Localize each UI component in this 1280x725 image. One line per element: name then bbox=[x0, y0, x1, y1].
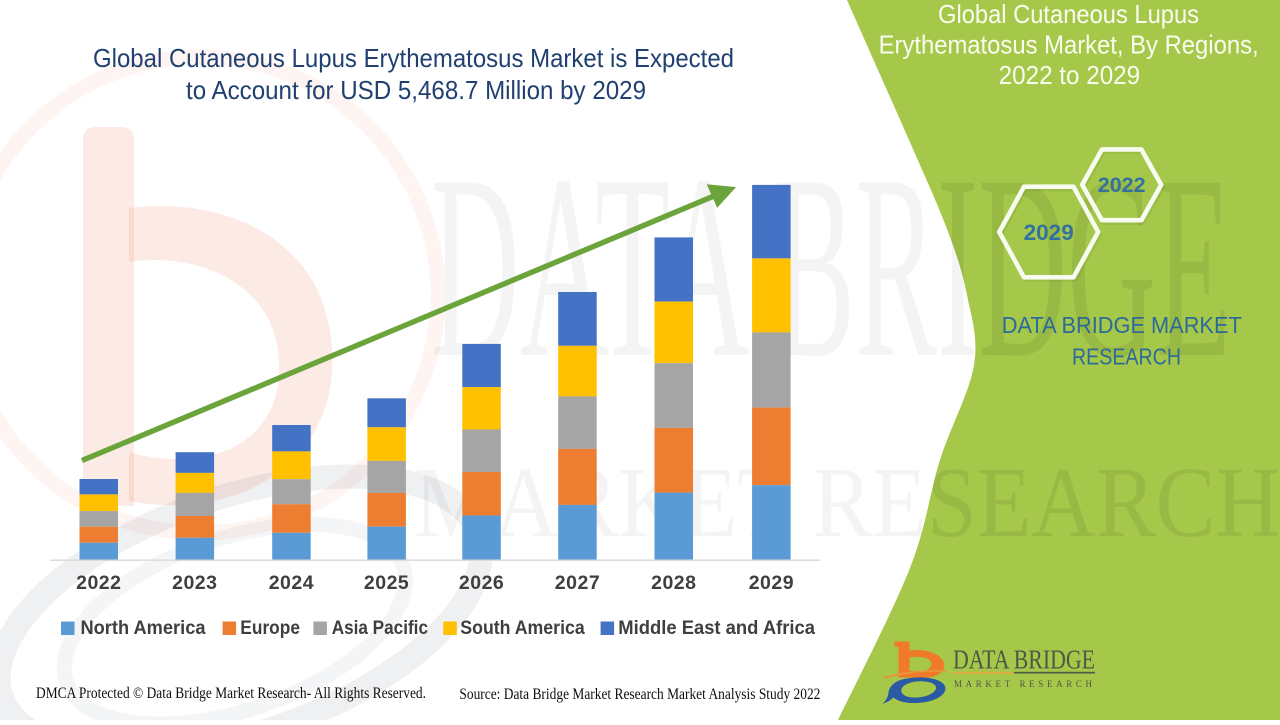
svg-text:South America: South America bbox=[460, 617, 585, 639]
svg-text:2022: 2022 bbox=[1098, 173, 1146, 197]
svg-text:2022 to 2029: 2022 to 2029 bbox=[999, 60, 1141, 90]
svg-text:2023: 2023 bbox=[172, 572, 217, 594]
svg-text:2028: 2028 bbox=[651, 572, 696, 594]
svg-text:2029: 2029 bbox=[749, 572, 794, 594]
svg-text:DATA BRIDGE MARKET: DATA BRIDGE MARKET bbox=[1002, 312, 1242, 338]
svg-text:2022: 2022 bbox=[76, 572, 121, 594]
svg-text:DATA BRIDGE: DATA BRIDGE bbox=[953, 645, 1095, 675]
svg-text:2026: 2026 bbox=[459, 572, 504, 594]
svg-text:RESEARCH: RESEARCH bbox=[1072, 344, 1181, 370]
svg-text:2029: 2029 bbox=[1024, 220, 1074, 245]
svg-text:2027: 2027 bbox=[555, 572, 600, 594]
svg-text:Global Cutaneous Lupus: Global Cutaneous Lupus bbox=[938, 0, 1199, 29]
svg-text:Europe: Europe bbox=[240, 617, 300, 639]
svg-text:DMCA Protected © Data Bridge M: DMCA Protected © Data Bridge Market Rese… bbox=[36, 685, 426, 702]
svg-text:Erythematosus Market, By Regio: Erythematosus Market, By Regions, bbox=[879, 30, 1259, 60]
svg-text:to Account for USD 5,468.7 Mil: to Account for USD 5,468.7 Million by 20… bbox=[186, 75, 646, 105]
svg-text:MARKET RESEARCH: MARKET RESEARCH bbox=[954, 679, 1093, 689]
svg-text:2024: 2024 bbox=[269, 572, 314, 594]
svg-text:Asia Pacific: Asia Pacific bbox=[332, 617, 428, 639]
svg-text:Source: Data Bridge Market Res: Source: Data Bridge Market Research Mark… bbox=[459, 686, 820, 703]
svg-text:Global Cutaneous Lupus Erythem: Global Cutaneous Lupus Erythematosus Mar… bbox=[93, 43, 734, 73]
svg-text:Middle East and Africa: Middle East and Africa bbox=[618, 617, 815, 639]
svg-text:2025: 2025 bbox=[364, 572, 409, 594]
svg-text:North America: North America bbox=[81, 617, 206, 639]
